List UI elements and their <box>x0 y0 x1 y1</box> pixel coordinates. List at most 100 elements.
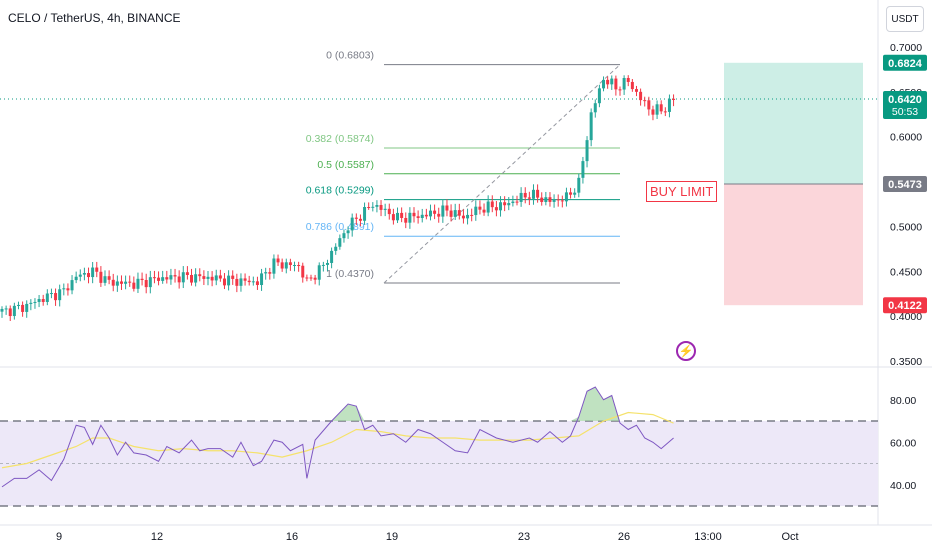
candle-body <box>371 206 375 208</box>
candle-body <box>346 230 350 234</box>
candle-body <box>420 214 424 218</box>
candle-body <box>453 210 457 217</box>
candle-body <box>503 202 507 206</box>
candle-body <box>610 78 614 85</box>
price-label-box <box>883 175 927 192</box>
candle-body <box>301 265 305 278</box>
candle-body <box>255 281 259 286</box>
candle-body <box>140 278 144 281</box>
x-tick-label: 12 <box>151 531 163 543</box>
candle-body <box>585 140 589 162</box>
candle-body <box>634 89 638 92</box>
candle-body <box>548 197 552 202</box>
candle-body <box>404 217 408 223</box>
candle-body <box>540 197 544 202</box>
y-tick-label: 0.3500 <box>890 356 922 368</box>
candle-body <box>198 274 202 277</box>
countdown-text: 50:53 <box>892 106 918 118</box>
candle-body <box>482 209 486 213</box>
candle-body <box>387 208 391 215</box>
buy-limit-label[interactable]: BUY LIMIT <box>646 181 718 202</box>
candle-body <box>659 104 663 112</box>
candle-body <box>305 277 309 279</box>
y-tick-label: 0.4500 <box>890 266 922 278</box>
candle-body <box>622 77 626 90</box>
price-label-text: 0.5473 <box>888 179 922 191</box>
fib-trend-line <box>383 64 621 284</box>
candle-body <box>602 79 606 89</box>
candle-body <box>185 272 189 275</box>
candle-body <box>222 278 226 286</box>
fib-label: 0 (0.6803) <box>326 50 374 62</box>
candle-body <box>647 100 651 110</box>
candle-body <box>190 274 194 283</box>
candle-body <box>643 100 647 102</box>
candle-body <box>280 262 284 269</box>
price-label-text: 0.6824 <box>888 58 923 70</box>
candle-body <box>284 262 288 269</box>
candle-body <box>165 277 169 280</box>
candle-body <box>342 233 346 239</box>
fib-label: 0.382 (0.5874) <box>306 133 374 145</box>
candle-body <box>272 258 276 274</box>
x-tick-label: 16 <box>286 531 298 543</box>
price-label-text: 0.4122 <box>888 300 922 312</box>
candle-body <box>227 275 231 286</box>
candle-body <box>231 275 235 279</box>
position-zones <box>0 62 878 306</box>
x-tick-label: 9 <box>56 531 62 543</box>
candle-body <box>667 98 671 112</box>
lightning-icon[interactable]: ⚡ <box>676 341 696 361</box>
candle-body <box>181 272 185 283</box>
y-tick-label: 0.6000 <box>890 132 922 144</box>
candle-body <box>25 303 29 312</box>
candle-body <box>95 267 99 272</box>
candle-body <box>78 274 82 277</box>
candle-body <box>589 112 593 141</box>
rsi-line <box>1 386 674 488</box>
candle-body <box>375 205 379 207</box>
price-label: 0.6824 <box>883 54 927 71</box>
candle-body <box>428 210 432 217</box>
candle-body <box>606 79 610 85</box>
candle-body <box>630 81 634 90</box>
candle-body <box>152 277 156 279</box>
candle-body <box>511 201 515 204</box>
candle-body <box>37 299 41 302</box>
candle-body <box>474 206 478 216</box>
candle-body <box>626 77 630 82</box>
candle-body <box>672 98 676 100</box>
fibonacci-retracement[interactable]: 0 (0.6803) 0.382 (0.5874) 0.5 (0.5587) 0.61… <box>306 50 621 284</box>
candle-body <box>515 201 519 203</box>
candle-body <box>194 274 198 283</box>
candle-body <box>107 276 111 280</box>
candle-body <box>313 277 317 280</box>
candle-body <box>66 288 70 291</box>
candle-body <box>62 288 66 290</box>
x-tick-label: 23 <box>518 531 530 543</box>
rsi-ma-line <box>1 411 674 469</box>
candle-body <box>29 302 33 304</box>
candle-body <box>531 189 535 199</box>
candle-body <box>618 89 622 91</box>
chart-title: CELO / TetherUS, 4h, BINANCE <box>8 11 181 25</box>
candle-body <box>297 265 301 267</box>
price-label: 0.5473 <box>883 175 927 192</box>
candle-body <box>115 281 119 286</box>
candle-body <box>0 308 4 312</box>
candle-body <box>202 276 206 279</box>
fib-label: 0.786 (0.4891) <box>306 221 374 233</box>
candle-body <box>264 272 268 274</box>
candle-body <box>383 208 387 210</box>
candle-body <box>321 264 325 266</box>
candle-body <box>251 281 255 283</box>
candle-body <box>169 275 173 280</box>
candle-body <box>391 214 395 221</box>
candle-body <box>49 293 53 295</box>
candle-body <box>354 217 358 219</box>
candle-body <box>235 278 239 286</box>
currency-button[interactable]: USDT <box>886 6 924 32</box>
candle-body <box>396 212 400 221</box>
candle-body <box>239 278 243 286</box>
